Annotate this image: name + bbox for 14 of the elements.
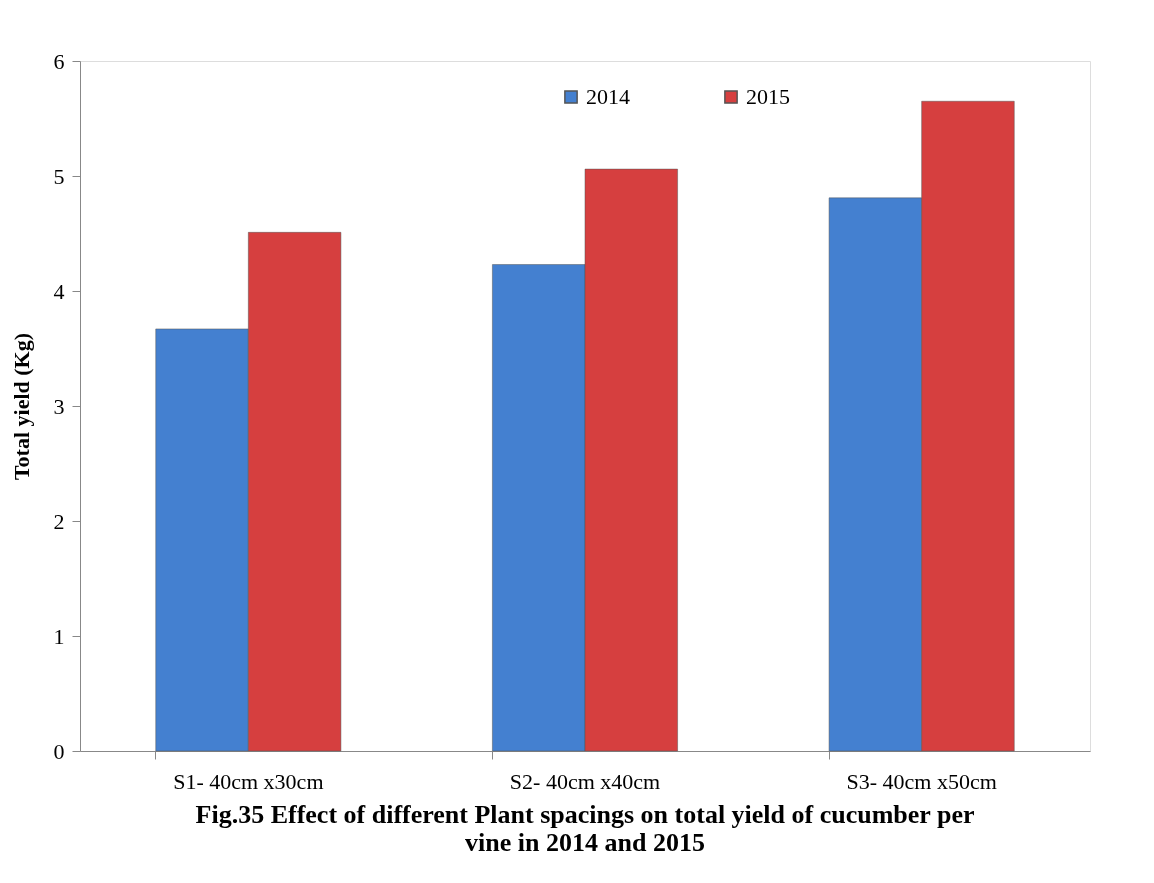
y-tick-label: 0 bbox=[53, 738, 65, 764]
x-tick-label: S3- 40cm x50cm bbox=[846, 768, 997, 794]
legend-label: 2014 bbox=[586, 84, 630, 109]
y-tick-label: 2 bbox=[53, 508, 65, 534]
y-tick-label: 3 bbox=[53, 393, 65, 419]
x-tick-label: S2- 40cm x40cm bbox=[509, 768, 661, 794]
y-tick-label: 6 bbox=[53, 48, 65, 74]
y-tick-label: 1 bbox=[53, 623, 65, 649]
x-tick-label: S1- 40cm x30cm bbox=[173, 768, 324, 794]
y-tick-label: 4 bbox=[53, 278, 65, 304]
text: Fig.35 Effect of different Plant spacings on total yield of cucumber per vine in 2014 and 2015 bbox=[195, 800, 975, 857]
y-tick-label: 5 bbox=[53, 163, 65, 189]
legend-label: 2015 bbox=[746, 84, 790, 109]
y-axis-title: Total yield (Kg) bbox=[8, 332, 34, 481]
